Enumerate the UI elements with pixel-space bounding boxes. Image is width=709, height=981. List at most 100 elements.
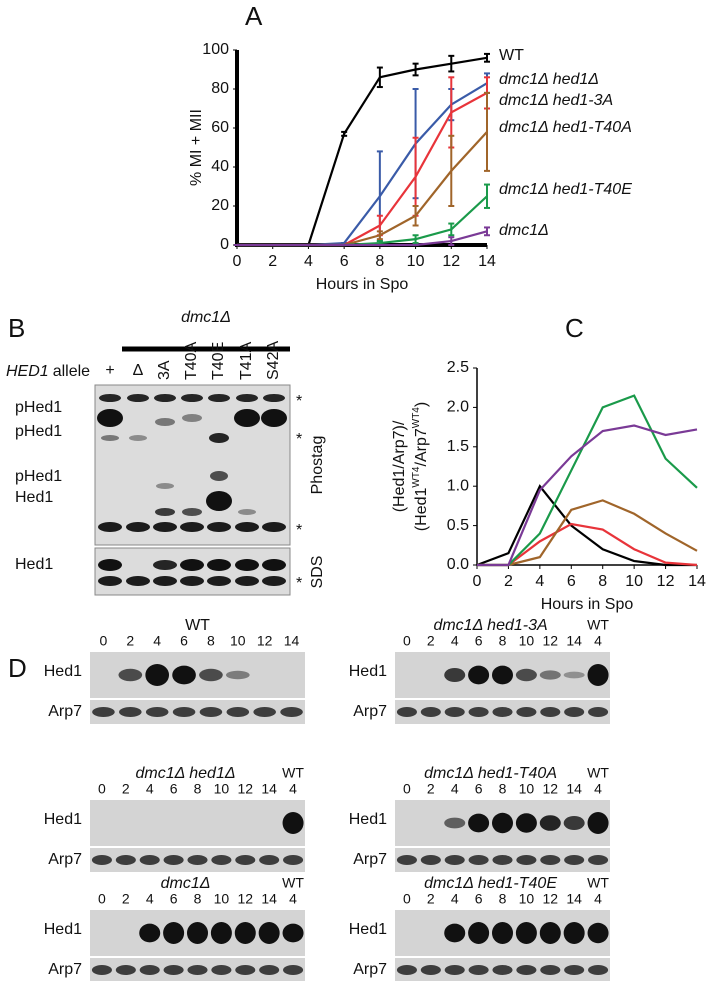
band: [262, 559, 286, 571]
band: [199, 668, 223, 682]
blot-title: dmc1Δ hed1Δ: [136, 765, 236, 782]
lane-label: 10: [519, 633, 535, 649]
control-label: WT: [587, 617, 609, 633]
y-tick-label: 80: [211, 80, 229, 97]
lane-label: 0: [403, 781, 411, 797]
row-label: Hed1: [44, 921, 82, 938]
band: [515, 668, 537, 682]
blot-title: dmc1Δ hed1-T40A: [424, 765, 557, 782]
x-tick-label: 6: [567, 573, 576, 590]
lane-label: 0: [403, 891, 411, 907]
row-label: Arp7: [353, 961, 387, 978]
band: [181, 394, 203, 402]
band: [444, 707, 465, 717]
band: [492, 707, 513, 717]
x-tick-label: 8: [598, 573, 607, 590]
series-line: [237, 91, 488, 247]
band: [492, 855, 513, 865]
lane-label: 8: [194, 781, 202, 797]
band: [468, 665, 490, 685]
x-tick-label: 14: [688, 573, 706, 590]
y-tick-label: 100: [202, 41, 229, 58]
panel-label: D: [8, 653, 27, 683]
y-axis-label-part: (Hed1: [413, 488, 430, 532]
error-bar: [412, 136, 419, 217]
band: [253, 707, 276, 717]
lane-label: 8: [194, 891, 202, 907]
allele-gene: HED1: [6, 363, 49, 380]
series-label: dmc1Δ: [499, 222, 549, 239]
y-axis-label-part: WT4: [411, 407, 422, 429]
band: [129, 435, 147, 441]
lane-label: 0: [98, 781, 106, 797]
error-bar: [341, 130, 348, 137]
band: [491, 665, 514, 685]
row-label: Arp7: [353, 851, 387, 868]
allele-word: allele: [53, 363, 90, 380]
x-tick-label: 10: [407, 253, 425, 270]
band: [444, 817, 466, 829]
y-axis-label-part: (Hed1/Arp7)/: [391, 420, 408, 512]
band: [282, 923, 304, 943]
series-label: WT: [499, 47, 524, 64]
x-tick-label: 4: [535, 573, 544, 590]
lane-label: 14: [566, 633, 582, 649]
sds-gel: [94, 547, 291, 596]
band: [515, 813, 537, 833]
x-tick-label: 12: [657, 573, 675, 590]
x-tick-label: 14: [478, 253, 496, 270]
band: [396, 855, 417, 865]
control-label: WT: [282, 875, 304, 891]
x-axis-label: Hours in Spo: [541, 596, 634, 613]
error-bar: [448, 236, 455, 246]
blot-title: dmc1Δ hed1-T40E: [424, 875, 557, 892]
row-label: Arp7: [48, 851, 82, 868]
lane-label: 2: [427, 891, 435, 907]
lane-label: 10: [214, 781, 230, 797]
band: [156, 483, 174, 489]
band: [163, 855, 184, 865]
band: [206, 491, 232, 511]
band: [126, 522, 150, 532]
band: [182, 508, 202, 516]
error-bar: [376, 230, 383, 241]
error-bar: [448, 222, 455, 237]
band: [587, 664, 609, 686]
band: [139, 855, 160, 865]
lane-label: 8: [499, 633, 507, 649]
band: [226, 707, 250, 717]
band: [208, 394, 230, 402]
band: [127, 394, 149, 402]
row-label: Arp7: [48, 703, 82, 720]
band: [396, 707, 417, 717]
x-axis-label: Hours in Spo: [316, 276, 409, 293]
band: [99, 394, 121, 402]
band: [235, 855, 256, 865]
band: [444, 923, 466, 943]
lane-label: 14: [261, 891, 277, 907]
lane-label: +: [105, 362, 114, 379]
lane-label: 8: [207, 633, 215, 649]
control-label: WT: [587, 875, 609, 891]
blot-title: WT: [185, 617, 210, 634]
control-lane: 4: [289, 891, 297, 907]
error-bar: [484, 183, 490, 209]
lane-label: 2: [122, 781, 130, 797]
control-label: WT: [282, 765, 304, 781]
band: [139, 965, 160, 975]
band: [468, 707, 489, 717]
marker: *: [296, 431, 302, 448]
band: [211, 855, 232, 865]
lane-label: 12: [237, 781, 253, 797]
band: [563, 671, 585, 679]
band: [225, 670, 250, 680]
band: [187, 965, 208, 975]
control-lane: 4: [594, 891, 602, 907]
band: [491, 922, 514, 944]
phostag-gel: [94, 384, 291, 546]
lane-label: 4: [451, 633, 459, 649]
error-bar: [412, 234, 419, 245]
error-bar: [412, 62, 419, 77]
lane-label: 0: [98, 891, 106, 907]
lane-label: Δ: [133, 362, 144, 379]
